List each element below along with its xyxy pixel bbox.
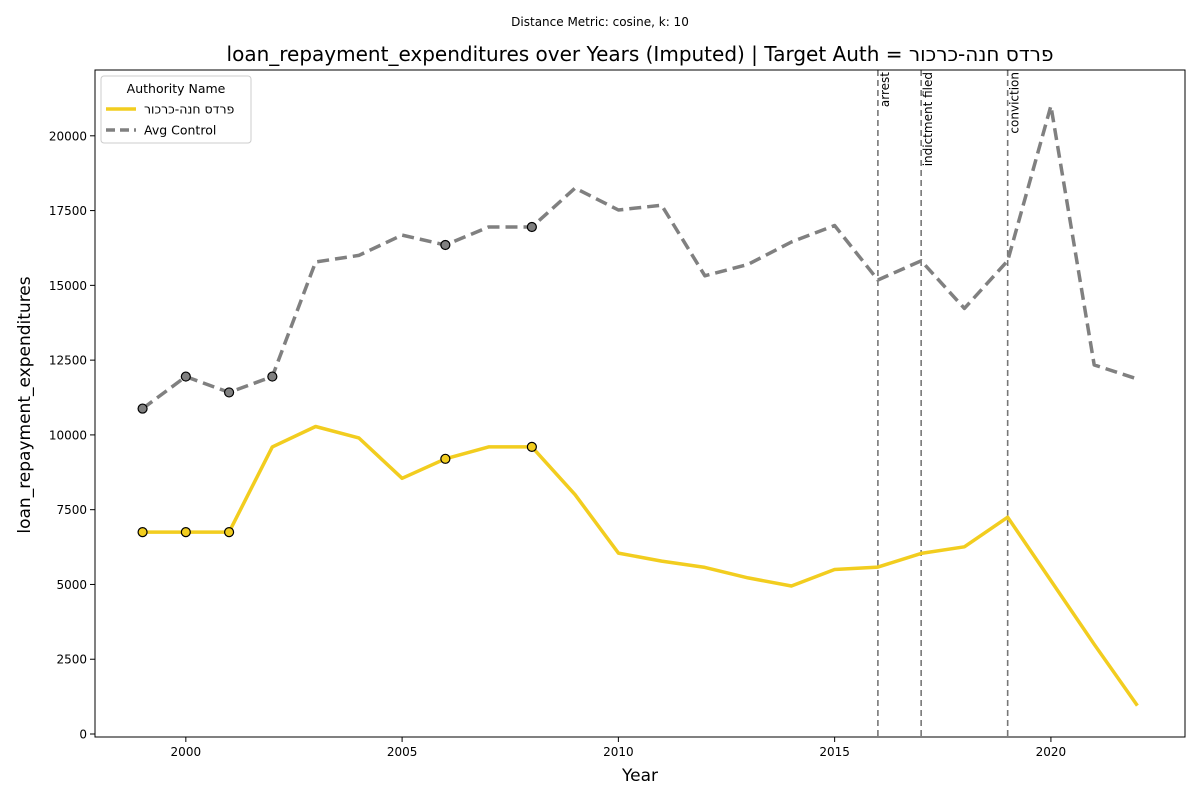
event-label: conviction [1008,72,1022,134]
imputed-point-avg-control [440,239,451,251]
y-tick-label: 5000 [56,578,87,592]
x-tick-label: 2005 [387,745,418,759]
y-tick-label: 20000 [49,129,87,143]
y-tick-label: 15000 [49,279,87,293]
event-label: indictment filed [921,72,935,166]
event-label: arrest [878,72,892,107]
imputed-point-avg-control [137,403,148,414]
legend: Authority Name פרדס חנה-כרכור Avg Contro… [100,75,252,144]
legend-label-target: פרדס חנה-כרכור [144,102,235,117]
imputed-point-target [223,527,235,538]
imputed-point-avg-control [526,221,537,233]
imputed-point-target [137,527,148,538]
y-tick-label: 12500 [49,354,87,368]
plot-frame [94,69,1186,738]
x-tick-label: 2015 [819,745,850,759]
imputed-point-avg-control [267,371,278,382]
chart-suptitle: Distance Metric: cosine, k: 10 [511,15,689,29]
y-tick-label: 10000 [49,428,87,442]
y-tick-label: 2500 [56,653,87,667]
chart-title: loan_repayment_expenditures over Years (… [227,42,1054,66]
y-tick-label: 17500 [49,204,87,218]
series-line-avg-control [141,104,1138,411]
imputed-point-target [526,441,537,452]
y-axis-label: loan_repayment_expenditures [15,276,35,533]
imputed-point-target [440,453,451,464]
imputed-point-target [180,527,191,538]
legend-label-avg-control: Avg Control [144,123,216,138]
imputed-point-avg-control [223,387,235,398]
x-tick-label: 2000 [171,745,202,759]
x-tick-label: 2020 [1036,745,1067,759]
y-tick-label: 7500 [56,503,87,517]
x-tick-label: 2010 [603,745,634,759]
imputed-point-avg-control [180,371,191,382]
legend-title: Authority Name [127,81,226,96]
x-axis-label: Year [621,766,658,786]
legend-box [100,75,252,144]
y-tick-label: 0 [79,728,87,742]
series-line-target [142,424,1139,707]
